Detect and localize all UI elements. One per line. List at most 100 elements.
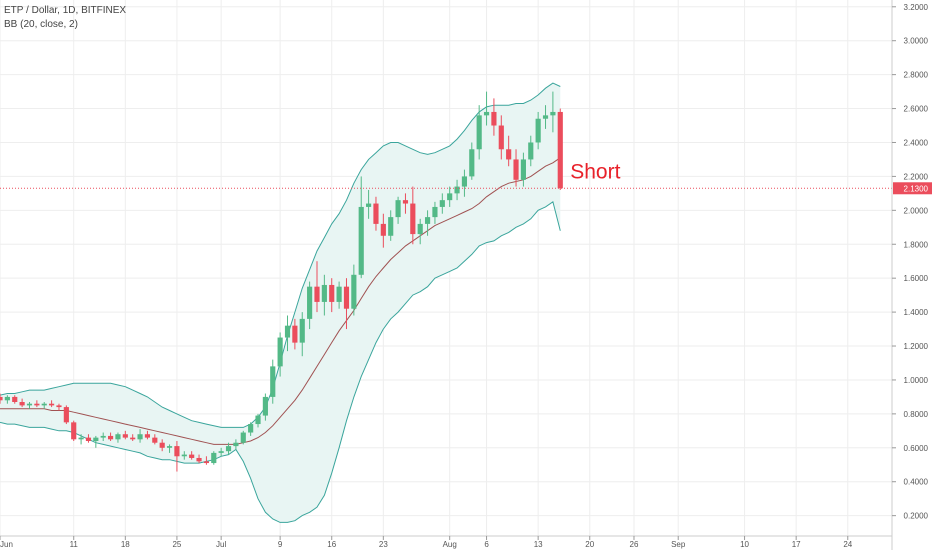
candle-up [218, 447, 224, 457]
candle-body [248, 424, 254, 433]
y-tick-label: 2.8000 [904, 71, 929, 80]
candle-body [373, 203, 379, 224]
candle-body [314, 286, 320, 302]
candle-body [137, 434, 143, 440]
candle-body [447, 193, 453, 201]
candle-up [461, 169, 468, 197]
candle-up [336, 281, 342, 309]
candle-body [336, 286, 342, 302]
candle-down [34, 400, 40, 408]
price-tag [893, 182, 932, 195]
candle-up [454, 179, 460, 201]
candle-body [181, 454, 187, 457]
candle-body [491, 111, 497, 126]
x-tick-label: 11 [70, 540, 79, 549]
candle-down [498, 115, 504, 160]
candle-up [358, 176, 364, 279]
candle-body [152, 437, 158, 443]
candle-body [203, 461, 209, 464]
candle-up [240, 430, 246, 445]
candle-up [115, 432, 121, 443]
x-tick-label: 20 [585, 540, 594, 549]
candle-down [203, 456, 209, 465]
candle-body [284, 325, 291, 338]
candle-up [248, 422, 254, 436]
candle-down [373, 196, 379, 231]
candle-body [130, 437, 136, 440]
candle-down [0, 393, 3, 404]
y-tick-label: 0.2000 [904, 512, 929, 521]
candle-down [513, 149, 519, 187]
chart-legend: ETP / Dollar, 1D, BITFINEX BB (20, close… [4, 4, 126, 32]
candle-down [152, 434, 158, 445]
candle-body [225, 446, 232, 452]
candle-up [366, 189, 372, 219]
candle-body [469, 149, 475, 177]
candle-down [506, 135, 512, 167]
time-axis[interactable]: Jun 11 18 25 Jul 9 16 23 Aug 6 13 20 26 Sep 10 17 24 [0, 535, 892, 549]
candle-up [447, 186, 453, 207]
candle-up [307, 281, 313, 330]
candle-up [483, 91, 490, 126]
candle-up [469, 142, 475, 180]
candle-body [240, 432, 246, 443]
candle-down [159, 439, 165, 452]
y-tick-label: 2.6000 [904, 105, 929, 114]
candle-body [41, 403, 47, 406]
candle-body [56, 405, 62, 408]
y-tick-label: 1.0000 [904, 376, 929, 385]
candle-down [557, 108, 563, 190]
candle-body [476, 115, 482, 150]
y-tick-label: 1.4000 [904, 308, 929, 317]
candle-down [56, 403, 62, 411]
candle-down [144, 430, 151, 440]
candle-up [270, 359, 276, 404]
candle-body [439, 200, 445, 207]
candle-body [461, 176, 468, 187]
candle-down [402, 193, 409, 214]
candle-body [63, 407, 69, 423]
candle-up [535, 111, 541, 150]
y-tick-label: 1.2000 [904, 342, 929, 351]
candle-up [395, 196, 401, 224]
x-tick-label: 24 [843, 540, 852, 549]
candle-body [454, 186, 460, 194]
candle-body [270, 366, 276, 397]
candle-up [4, 395, 10, 404]
candle-body [218, 451, 224, 453]
x-tick-label: Sep [671, 540, 686, 549]
candle-body [292, 325, 298, 343]
candle-up [93, 435, 99, 448]
x-tick-label: 9 [278, 540, 283, 549]
price-axis[interactable]: 3.2000 3.0000 2.8000 2.6000 2.4000 2.2000 2.00… [891, 0, 932, 550]
symbol-legend[interactable]: ETP / Dollar, 1D, BITFINEX [4, 5, 127, 16]
candle-down [292, 318, 298, 350]
candle-body [395, 200, 401, 218]
candle-up [520, 152, 526, 187]
candle-down [174, 441, 180, 472]
price-tag-label: 2.1300 [904, 184, 929, 193]
candle-body [542, 115, 549, 119]
y-tick-label: 0.4000 [904, 478, 929, 487]
candle-body [380, 223, 386, 236]
candle-down [63, 405, 69, 425]
candle-down [122, 430, 128, 440]
x-tick-label: 13 [534, 540, 543, 549]
x-tick-label: 16 [327, 540, 336, 549]
candle-body [557, 111, 563, 189]
short-annotation: Short [570, 160, 620, 183]
candle-up [262, 393, 268, 421]
candle-body [351, 274, 357, 309]
x-tick-label: 18 [121, 540, 130, 549]
candle-up [255, 413, 261, 428]
candle-body [78, 437, 84, 440]
candle-body [366, 203, 372, 207]
candle-body [321, 284, 327, 302]
candle-body [528, 142, 534, 160]
candle-body [122, 434, 128, 438]
candle-up [388, 210, 394, 241]
candle-down [329, 278, 335, 313]
candle-up [321, 274, 327, 316]
indicator-legend[interactable]: BB (20, close, 2) [4, 19, 78, 30]
